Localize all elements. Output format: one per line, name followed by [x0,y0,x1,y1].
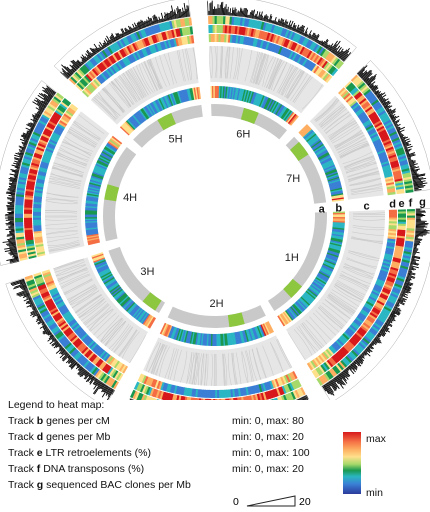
legend-title: Legend to heat map: [8,399,105,411]
genes-per-cm-track-6H [210,85,299,126]
bac-clone-track-2H [128,394,309,400]
bac-clone-track-3H [5,277,115,400]
legend-range-f: min: 0, max: 20 [232,463,304,475]
bac-clone-track-7H [356,60,430,192]
synteny-ribbons [44,45,386,387]
bac-scale-min: 0 [233,496,239,508]
centromere-5H [157,112,176,131]
track-letter-b: b [335,202,342,214]
bac-clone-scale: 0 20 [233,495,311,508]
heat-map-legend: Legend to heat map: Track b genes per cM… [8,398,428,510]
bac-clone-track-5H [53,0,191,80]
centromere-1H [283,278,303,298]
genes-per-cm-track-1H [277,211,346,327]
genes-per-mb-track-5H [81,35,195,98]
legend-range-d: min: 0, max: 20 [232,431,304,443]
genome-tracks [0,0,430,400]
track-letter-c: c [364,200,370,212]
genes-per-cm-track-5H [119,86,201,136]
bac-clone-track-4H [0,80,57,266]
ltr-track-7H [344,80,405,195]
dna-transposon-track-3H [24,274,119,390]
chromosome-label-1H: 1H [285,252,299,264]
genes-per-mb-track-6H [208,33,333,83]
synteny-links [44,45,386,387]
color-scale-bar [343,432,361,494]
ltr-track-3H [33,272,124,382]
legend-range-b: min: 0, max: 80 [232,415,304,427]
ltr-track-4H [23,98,72,259]
genes-per-mb-track-4H [32,103,79,257]
centromere-2H [227,312,245,328]
centromere-4H [104,184,120,202]
chromosome-label-7H: 7H [286,173,300,185]
dna-transposon-track-5H [68,17,193,86]
centromere-3H [142,292,162,311]
track-letter-a: a [319,204,326,216]
chromosome-4H [103,147,137,242]
track-letter-f: f [409,197,413,209]
color-scale-max-label: max [366,433,386,445]
ltr-track-1H [311,209,407,379]
legend-row-track-e: Track e LTR retroelements (%) min: 0, ma… [8,447,310,459]
genes-per-cm-track-3H [91,252,156,329]
ltr-track-6H [208,24,339,77]
ltr-track-2H [133,379,302,400]
legend-row-track-g: Track g sequenced BAC clones per Mb [8,479,191,491]
bac-clone-track-6H [207,0,357,63]
centromere-7H [290,141,309,161]
genes-per-cm-track-7H [298,124,345,202]
color-scale-min-label: min [366,487,383,499]
centromere-6H [240,107,259,124]
chromosome-label-5H: 5H [168,134,182,146]
dna-transposon-track-1H [316,209,416,386]
bac-clone-track-1H [321,208,430,400]
genes-per-mb-track-2H [137,371,298,399]
track-letter-d: d [389,199,396,211]
dna-transposon-track-7H [350,74,414,194]
legend-row-track-f: Track f DNA transposons (%) min: 0, max:… [8,463,304,475]
legend-range-e: min: 0, max: 100 [232,447,310,459]
dna-transposon-track-4H [14,92,65,261]
track-letter-g: g [419,197,426,209]
bac-scale-max: 20 [299,496,311,508]
track-letter-e: e [398,198,404,210]
dna-transposon-track-6H [208,15,344,70]
chromosome-label-4H: 4H [123,192,137,204]
dna-transposon-track-2H [130,387,306,400]
chromosome-label-3H: 3H [140,266,154,278]
genes-per-mb-track-7H [338,87,396,196]
chromosome-ideograms [103,104,327,329]
legend-row-track-b: Track b genes per cM min: 0, max: 80 [8,415,304,427]
chromosome-label-6H: 6H [236,129,250,141]
genes-per-mb-track-1H [306,209,398,371]
chromosome-label-2H: 2H [209,298,223,310]
ltr-track-5H [75,26,194,92]
genes-per-cm-track-2H [159,321,275,347]
bac-scale-wedge [246,495,296,507]
genes-per-cm-track-4H [84,135,123,246]
legend-row-track-d: Track d genes per Mb min: 0, max: 20 [8,431,304,443]
chromosome-labels: 1H 2H 3H 4H 5H 6H 7H [123,129,300,310]
genes-per-mb-track-3H [41,269,128,374]
